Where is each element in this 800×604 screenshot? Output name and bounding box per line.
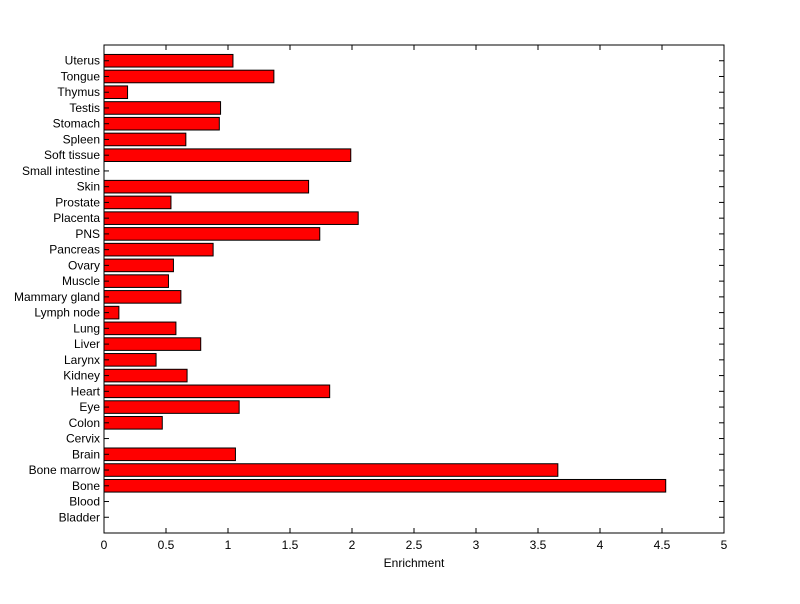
y-tick-label: Larynx — [64, 353, 100, 367]
y-tick-label: Spleen — [63, 132, 100, 146]
y-tick-label: Liver — [74, 337, 100, 351]
y-tick-label: Soft tissue — [44, 148, 100, 162]
bar — [103, 321, 177, 336]
bar — [103, 69, 275, 84]
x-tick-label: 5 — [721, 538, 728, 552]
bar — [103, 179, 310, 194]
x-tick-label: 3.5 — [530, 538, 547, 552]
y-tick-label: Colon — [69, 416, 100, 430]
x-tick-label: 4 — [597, 538, 604, 552]
bar — [103, 368, 188, 383]
y-tick-label: Ovary — [68, 258, 100, 272]
y-tick-label: Thymus — [57, 85, 100, 99]
y-tick-label: Bone marrow — [29, 463, 101, 477]
x-tick-label: 0 — [101, 538, 108, 552]
bar — [103, 101, 222, 115]
y-tick-label: Uterus — [65, 54, 100, 68]
y-tick-label: Brain — [72, 447, 100, 461]
y-tick-label: Skin — [77, 180, 100, 194]
y-tick-label: Blood — [69, 495, 100, 509]
y-tick-label: Mammary gland — [14, 290, 100, 304]
y-tick-label: Bone — [72, 479, 100, 493]
bar — [103, 211, 359, 225]
bar — [103, 478, 667, 493]
y-tick-label: Tongue — [61, 69, 101, 83]
y-tick-label: Placenta — [53, 211, 100, 225]
bar — [103, 337, 202, 351]
bar — [103, 384, 331, 399]
bar — [103, 242, 214, 257]
bar — [103, 463, 559, 477]
bars-group — [103, 53, 667, 493]
bar — [103, 400, 240, 414]
x-tick-label: 0.5 — [158, 538, 175, 552]
x-tick-label: 1 — [225, 538, 232, 552]
y-tick-label: Heart — [71, 384, 101, 398]
y-tick-label: Testis — [69, 101, 100, 115]
y-tick-label: Small intestine — [22, 164, 100, 178]
bar — [103, 258, 174, 273]
bar — [103, 447, 236, 462]
x-axis: 0 0.5 1 1.5 2 2.5 3 3.5 4 4.5 5 — [101, 45, 728, 552]
bar — [103, 416, 163, 430]
y-tick-label: Lung — [73, 321, 100, 335]
bar — [103, 53, 234, 68]
x-tick-label: 4.5 — [654, 538, 671, 552]
y-tick-label: PNS — [75, 227, 100, 241]
x-tick-label: 2 — [349, 538, 356, 552]
bar — [103, 148, 352, 162]
y-tick-label: Eye — [79, 400, 100, 414]
bar — [103, 116, 220, 131]
y-tick-label: Muscle — [62, 274, 100, 288]
bar — [103, 132, 187, 147]
x-tick-label: 3 — [473, 538, 480, 552]
y-tick-label: Stomach — [53, 117, 100, 131]
y-tick-label: Cervix — [66, 432, 100, 446]
x-axis-label: Enrichment — [384, 556, 445, 570]
y-tick-label: Bladder — [59, 510, 100, 524]
x-tick-label: 1.5 — [282, 538, 299, 552]
y-tick-label: Lymph node — [34, 306, 100, 320]
bar — [103, 195, 172, 210]
x-tick-label: 2.5 — [406, 538, 423, 552]
bar — [103, 353, 157, 367]
y-tick-label: Kidney — [63, 369, 100, 383]
y-tick-label: Prostate — [55, 195, 100, 209]
bar — [103, 274, 169, 288]
bar — [103, 290, 182, 304]
bar — [103, 227, 321, 241]
y-tick-label: Pancreas — [49, 243, 100, 257]
